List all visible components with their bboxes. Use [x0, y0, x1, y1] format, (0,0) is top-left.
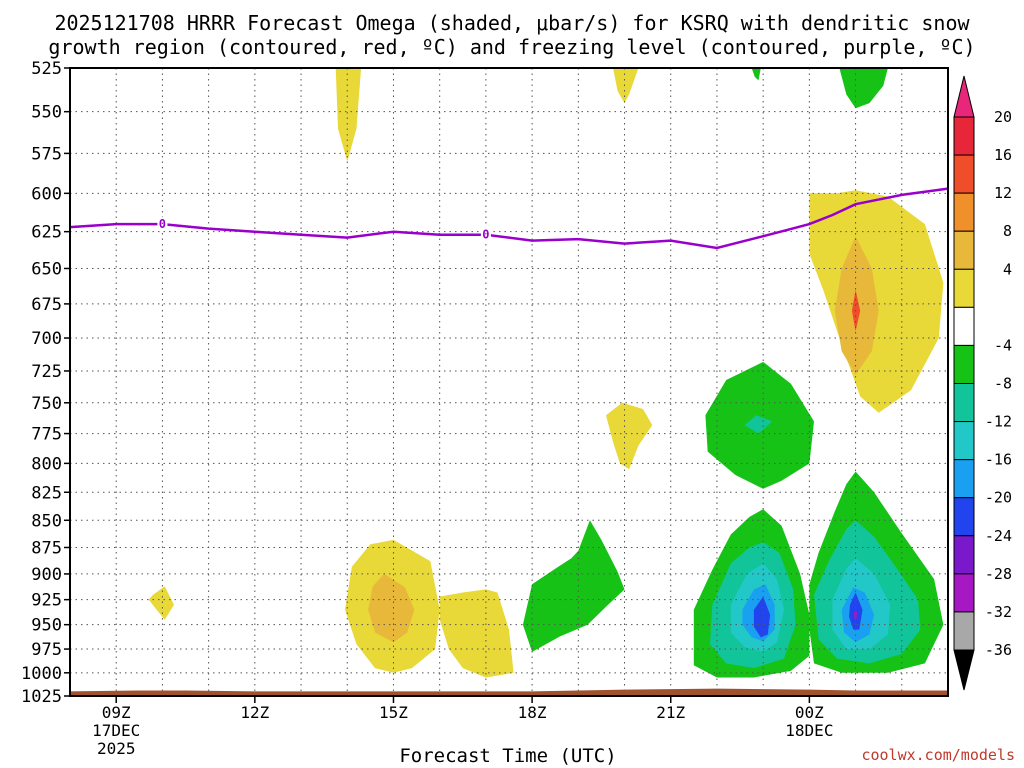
credit-text: coolwx.com/models — [861, 746, 1015, 764]
x-tick-date: 17DEC — [92, 721, 140, 740]
freezing-level-contour: 00 — [69, 187, 949, 250]
y-tick-label: 550 — [31, 103, 62, 123]
y-tick-label: 750 — [31, 394, 62, 414]
y-tick-label: 950 — [31, 616, 62, 636]
colorbar-label: -20 — [985, 489, 1012, 507]
omega-region-yellow-top-20z — [613, 68, 639, 104]
colorbar-bin — [953, 383, 975, 423]
x-tick-label: 18Z — [518, 703, 547, 722]
freezing-level-line — [69, 187, 949, 250]
y-tick-label: 650 — [31, 259, 62, 279]
y-tick-label: 600 — [31, 184, 62, 204]
y-tick-label: 700 — [31, 329, 62, 349]
omega-region-purple-low-25z — [854, 611, 857, 619]
colorbar-label: 12 — [994, 184, 1012, 202]
y-tick-label: 625 — [31, 223, 62, 243]
y-tick-label: 725 — [31, 362, 62, 382]
colorbar-label: -8 — [994, 375, 1012, 393]
colorbar: 20 16 12 8 4 -4 -8 -12 -16 -20 -24 -28 -32 -36 — [953, 75, 1012, 691]
colorbar-label: -28 — [985, 565, 1012, 583]
colorbar-label: 4 — [1003, 260, 1012, 278]
omega-region-yellow-17z — [439, 589, 514, 678]
omega-region-dblue-low-22z — [753, 596, 771, 638]
colorbar-label: 16 — [994, 146, 1012, 164]
colorbar-bin — [953, 154, 975, 194]
colorbar-label: -12 — [985, 413, 1012, 431]
y-tick-label: 800 — [31, 454, 62, 474]
y-tick-label: 975 — [31, 640, 62, 660]
x-tick-label: 00Z — [795, 703, 824, 722]
colorbar-bin — [953, 306, 975, 346]
freezing-level-label: 0 — [159, 217, 166, 231]
colorbar-bin — [953, 497, 975, 537]
y-tick-label: 900 — [31, 565, 62, 585]
omega-region-teal-mid-right — [744, 415, 773, 434]
colorbar-bin — [953, 268, 975, 308]
y-tick-label: 675 — [31, 295, 62, 315]
omega-region-yellow-10z — [148, 586, 174, 620]
y-axis: 525 550 575 600 625 650 675 700 725 750 775 800 825 8… — [21, 59, 70, 707]
terrain-fill — [70, 688, 948, 696]
x-tick-label: 12Z — [240, 703, 269, 722]
colorbar-bin — [953, 459, 975, 499]
colorbar-bin — [953, 535, 975, 575]
colorbar-bin — [953, 611, 975, 651]
colorbar-label: 20 — [994, 108, 1012, 126]
plot-frame — [69, 67, 949, 697]
omega-region-dblue-low-25z — [849, 592, 863, 630]
chart-title-line2: growth region (contoured, red, ºC) and f… — [48, 35, 975, 59]
y-tick-label: 575 — [31, 144, 62, 164]
omega-region-green-top-22z — [751, 68, 761, 81]
colorbar-bin — [953, 573, 975, 613]
colorbar-bottom-arrow — [953, 649, 975, 691]
y-tick-label: 850 — [31, 511, 62, 531]
colorbar-label: 8 — [1003, 222, 1012, 240]
colorbar-bin — [953, 421, 975, 461]
colorbar-bin — [953, 230, 975, 270]
chart-title-line1: 2025121708 HRRR Forecast Omega (shaded, … — [54, 11, 970, 35]
colorbar-bin — [953, 192, 975, 232]
y-tick-label: 525 — [31, 59, 62, 79]
y-tick-label: 1000 — [21, 664, 62, 684]
colorbar-label: -36 — [985, 641, 1012, 659]
omega-region-orange-15z — [368, 573, 415, 643]
colorbar-bin — [953, 344, 975, 384]
x-tick-label: 15Z — [379, 703, 408, 722]
freezing-label-bg — [480, 227, 491, 241]
colorbar-bin — [953, 116, 975, 156]
colorbar-label: -4 — [994, 336, 1012, 354]
freezing-label-bg — [157, 217, 168, 231]
colorbar-top-arrow — [953, 75, 975, 118]
x-tick-label: 21Z — [656, 703, 685, 722]
x-axis-label: Forecast Time (UTC) — [399, 745, 616, 767]
omega-region-green-top-25z — [839, 68, 888, 109]
y-tick-label: 775 — [31, 425, 62, 445]
grid-lines — [70, 67, 948, 697]
omega-shaded-regions — [148, 68, 944, 678]
omega-region-green-18z — [522, 520, 625, 652]
colorbar-label: -32 — [985, 603, 1012, 621]
colorbar-label: -24 — [985, 527, 1012, 545]
x-tick-date: 18DEC — [785, 721, 833, 740]
y-tick-label: 925 — [31, 591, 62, 611]
colorbar-label: -16 — [985, 451, 1012, 469]
terrain-strip — [70, 688, 948, 696]
freezing-level-label: 0 — [482, 228, 489, 242]
x-tick-year: 2025 — [97, 739, 136, 758]
omega-region-yellow-mid-20z — [606, 402, 653, 470]
y-tick-label: 1025 — [21, 687, 62, 707]
omega-region-yellow-top-14z — [335, 68, 362, 162]
x-tick-label: 09Z — [102, 703, 131, 722]
y-tick-label: 875 — [31, 538, 62, 558]
y-tick-label: 825 — [31, 483, 62, 503]
